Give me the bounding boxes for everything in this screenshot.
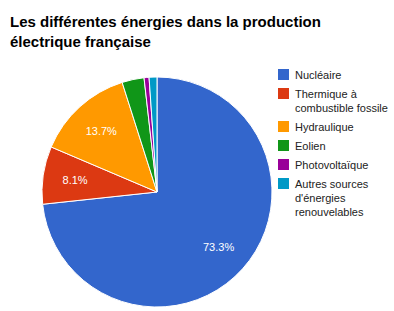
svg-text:8.1%: 8.1% xyxy=(63,174,88,186)
html-text:Nucléaire: Nucléaire xyxy=(295,69,342,81)
svg-text:73.3%: 73.3% xyxy=(203,241,234,253)
html-text:Hydraulique: Hydraulique xyxy=(295,121,354,133)
html-text:Les différentes énergies dans: Les différentes énergies dans la product… xyxy=(10,13,321,50)
html-text:Photovoltaïque: Photovoltaïque xyxy=(295,159,369,171)
html-text:Eolien: Eolien xyxy=(295,140,326,152)
svg-text:13.7%: 13.7% xyxy=(86,125,117,137)
html-text:Thermique à combustible fossil: Thermique à combustible fossile xyxy=(295,88,388,114)
html-text:Autres sources d'énergies reno: Autres sources d'énergies renouvelables xyxy=(295,178,369,218)
